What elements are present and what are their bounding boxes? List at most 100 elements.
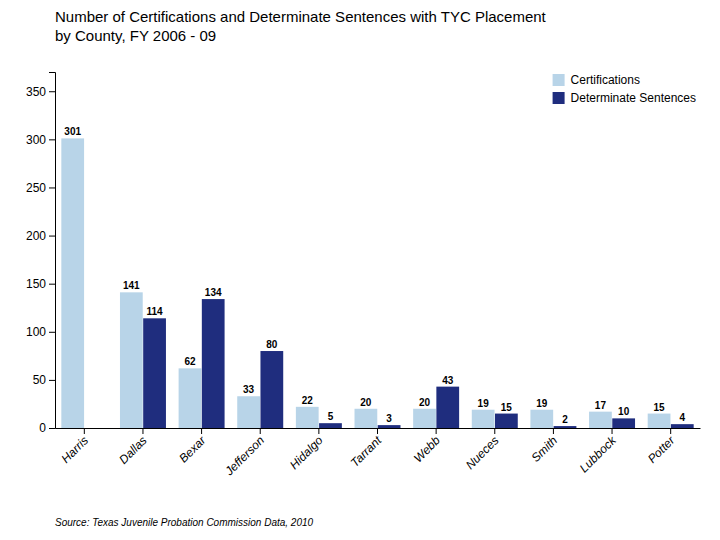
data-label: 20 xyxy=(419,397,431,408)
y-tick-mark xyxy=(49,139,55,140)
y-tick-label: 150 xyxy=(26,277,46,291)
y-tick-mark xyxy=(49,428,55,429)
x-tick-mark xyxy=(494,428,495,434)
bar xyxy=(120,292,143,428)
y-tick: 300 xyxy=(26,133,55,147)
source-note: Source: Texas Juvenile Probation Commiss… xyxy=(55,517,314,528)
x-tick-label: Hidalgo xyxy=(287,433,326,472)
bar xyxy=(648,414,671,428)
title-line: Number of Certifications and Determinate… xyxy=(55,8,547,25)
x-tick: Tarrant xyxy=(348,428,385,470)
data-label: 33 xyxy=(243,384,255,395)
bar xyxy=(671,424,694,428)
x-tick-mark xyxy=(612,428,613,434)
bar xyxy=(319,423,342,428)
bar xyxy=(472,410,495,428)
legend-item: Certifications xyxy=(553,73,640,87)
bar xyxy=(61,138,84,428)
data-label: 141 xyxy=(123,280,140,291)
data-label: 62 xyxy=(184,356,196,367)
bar xyxy=(260,351,283,428)
y-tick: 150 xyxy=(26,277,55,291)
x-tick-mark xyxy=(377,428,378,434)
y-tick: 100 xyxy=(26,325,55,339)
x-tick: Nueces xyxy=(463,428,502,472)
bar xyxy=(378,425,401,428)
data-label: 15 xyxy=(501,402,513,413)
x-tick-mark xyxy=(670,428,671,434)
data-label: 19 xyxy=(478,398,490,409)
bar xyxy=(202,299,225,428)
x-tick-label: Smith xyxy=(529,433,561,465)
x-tick-label: Nueces xyxy=(463,433,502,472)
x-tick-label: Lubbock xyxy=(577,433,620,476)
data-label: 301 xyxy=(64,126,81,137)
x-tick-mark xyxy=(201,428,202,434)
data-label: 19 xyxy=(536,398,548,409)
x-tick: Jefferson xyxy=(222,428,268,479)
plot: 050100150200250300350HarrisDallasBexarJe… xyxy=(26,73,701,479)
y-tick: 0 xyxy=(39,421,55,435)
bars xyxy=(61,138,693,428)
data-label: 3 xyxy=(386,413,392,424)
y-tick-mark xyxy=(49,332,55,333)
series-bars xyxy=(61,138,670,428)
data-label: 134 xyxy=(205,287,222,298)
bar xyxy=(237,396,260,428)
y-axis: 050100150200250300350 xyxy=(26,73,56,436)
x-tick: Webb xyxy=(411,428,443,465)
title-line: by County, FY 2006 - 09 xyxy=(55,27,216,44)
data-label: 22 xyxy=(302,395,314,406)
x-tick: Dallas xyxy=(116,428,149,467)
x-tick-label: Harris xyxy=(59,433,92,466)
legend-label: Certifications xyxy=(571,73,640,87)
x-tick-mark xyxy=(318,428,319,434)
title: Number of Certifications and Determinate… xyxy=(55,8,547,44)
legend-swatch xyxy=(553,74,565,86)
y-tick: 200 xyxy=(26,229,55,243)
bar xyxy=(413,409,436,428)
x-tick-label: Potter xyxy=(645,433,678,466)
data-label: 20 xyxy=(360,397,372,408)
y-tick: 50 xyxy=(33,373,55,387)
x-tick: Potter xyxy=(645,428,678,466)
legend-swatch xyxy=(553,92,565,104)
y-tick-label: 0 xyxy=(39,421,46,435)
y-tick-mark xyxy=(49,187,55,188)
data-label: 4 xyxy=(680,412,686,423)
y-tick-mark xyxy=(49,284,55,285)
x-tick-label: Dallas xyxy=(116,433,149,466)
x-tick-label: Tarrant xyxy=(348,433,385,470)
bar xyxy=(554,426,577,428)
data-label: 10 xyxy=(618,406,630,417)
y-axis-line xyxy=(49,73,56,429)
data-labels: 3011416233222020191917151141348053431521… xyxy=(64,126,685,425)
x-tick-label: Bexar xyxy=(176,433,209,466)
x-tick: Hidalgo xyxy=(287,428,326,472)
x-tick-mark xyxy=(553,428,554,434)
x-tick-mark xyxy=(260,428,261,434)
legend: Certifications Determinate Sentences xyxy=(553,73,696,105)
data-label: 15 xyxy=(654,402,666,413)
legend-label: Determinate Sentences xyxy=(571,91,696,105)
y-tick-label: 300 xyxy=(26,133,46,147)
bar xyxy=(355,409,378,428)
bar xyxy=(143,318,166,428)
x-tick-mark xyxy=(84,428,85,434)
x-tick: Lubbock xyxy=(577,428,620,475)
bar xyxy=(436,387,459,428)
bar xyxy=(589,412,612,428)
data-label: 17 xyxy=(595,400,607,411)
y-tick-mark xyxy=(49,236,55,237)
x-axis: Harris Dallas Bexar Jefferson Hidalgo Tarrant… xyxy=(56,428,701,479)
data-label: 5 xyxy=(328,411,334,422)
x-tick: Harris xyxy=(59,428,92,466)
series-bars xyxy=(143,299,693,428)
y-tick: 350 xyxy=(26,85,55,99)
x-tick-label: Jefferson xyxy=(222,433,268,479)
data-label: 114 xyxy=(146,306,163,317)
chart-root: Number of Certifications and Determinate… xyxy=(0,0,720,540)
x-tick-mark xyxy=(142,428,143,434)
y-tick-label: 200 xyxy=(26,229,46,243)
y-tick-label: 100 xyxy=(26,325,46,339)
